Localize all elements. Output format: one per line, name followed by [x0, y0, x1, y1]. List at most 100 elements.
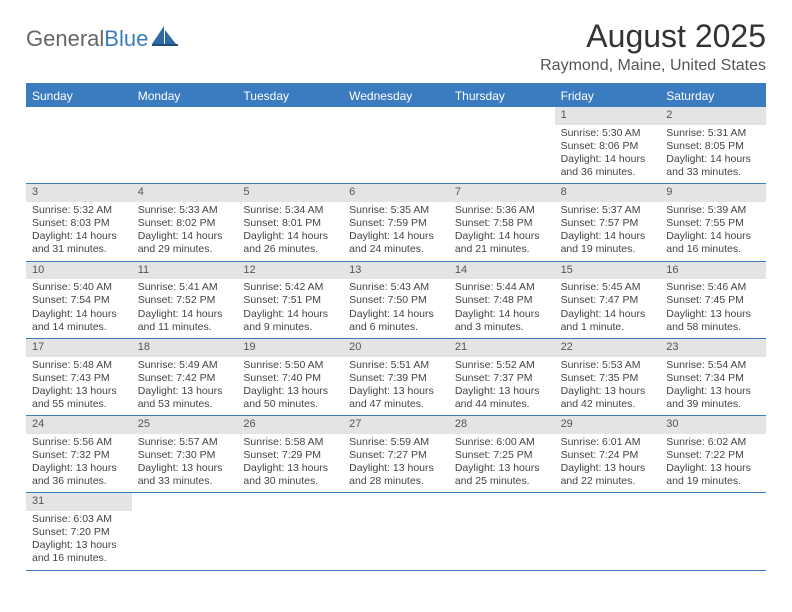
day-number: 13: [343, 262, 449, 280]
daylight-label: Daylight: 14 hours and 33 minutes.: [666, 153, 760, 179]
day-number: 26: [237, 416, 343, 434]
sunset-label: Sunset: 7:51 PM: [243, 294, 337, 307]
day-cell: 13Sunrise: 5:43 AMSunset: 7:50 PMDayligh…: [343, 262, 449, 339]
daylight-label: Daylight: 14 hours and 6 minutes.: [349, 308, 443, 334]
day-cell-empty: [449, 107, 555, 184]
daylight-label: Daylight: 13 hours and 25 minutes.: [455, 462, 549, 488]
day-cell: 10Sunrise: 5:40 AMSunset: 7:54 PMDayligh…: [26, 262, 132, 339]
day-cell: 17Sunrise: 5:48 AMSunset: 7:43 PMDayligh…: [26, 339, 132, 416]
day-number: 30: [660, 416, 766, 434]
daylight-label: Daylight: 14 hours and 26 minutes.: [243, 230, 337, 256]
day-number: 21: [449, 339, 555, 357]
day-number: 1: [555, 107, 661, 125]
week-row: 3Sunrise: 5:32 AMSunset: 8:03 PMDaylight…: [26, 184, 766, 261]
day-cell-empty: [26, 107, 132, 184]
sunrise-label: Sunrise: 5:43 AM: [349, 281, 443, 294]
sunset-label: Sunset: 7:24 PM: [561, 449, 655, 462]
sail-icon: [152, 26, 178, 52]
sunset-label: Sunset: 8:05 PM: [666, 140, 760, 153]
day-cell-empty: [343, 107, 449, 184]
header: GeneralBlue August 2025 Raymond, Maine, …: [0, 0, 792, 83]
day-body: Sunrise: 6:00 AMSunset: 7:25 PMDaylight:…: [449, 434, 555, 493]
day-body: Sunrise: 5:44 AMSunset: 7:48 PMDaylight:…: [449, 279, 555, 338]
sunrise-label: Sunrise: 5:45 AM: [561, 281, 655, 294]
daylight-label: Daylight: 14 hours and 29 minutes.: [138, 230, 232, 256]
day-body: Sunrise: 5:40 AMSunset: 7:54 PMDaylight:…: [26, 279, 132, 338]
day-number: 19: [237, 339, 343, 357]
location-label: Raymond, Maine, United States: [540, 57, 766, 75]
month-title: August 2025: [540, 18, 766, 55]
sunset-label: Sunset: 7:39 PM: [349, 372, 443, 385]
daylight-label: Daylight: 13 hours and 33 minutes.: [138, 462, 232, 488]
day-cell: 30Sunrise: 6:02 AMSunset: 7:22 PMDayligh…: [660, 416, 766, 493]
week-row: 31Sunrise: 6:03 AMSunset: 7:20 PMDayligh…: [26, 493, 766, 570]
day-cell-empty: [449, 493, 555, 570]
brand-part1: General: [26, 26, 104, 52]
daylight-label: Daylight: 14 hours and 31 minutes.: [32, 230, 126, 256]
day-cell: 4Sunrise: 5:33 AMSunset: 8:02 PMDaylight…: [132, 184, 238, 261]
day-body: Sunrise: 5:57 AMSunset: 7:30 PMDaylight:…: [132, 434, 238, 493]
sunrise-label: Sunrise: 5:56 AM: [32, 436, 126, 449]
day-number: 10: [26, 262, 132, 280]
day-cell-empty: [237, 107, 343, 184]
sunrise-label: Sunrise: 6:00 AM: [455, 436, 549, 449]
day-body: Sunrise: 5:43 AMSunset: 7:50 PMDaylight:…: [343, 279, 449, 338]
sunset-label: Sunset: 7:22 PM: [666, 449, 760, 462]
sunset-label: Sunset: 7:43 PM: [32, 372, 126, 385]
sunset-label: Sunset: 7:27 PM: [349, 449, 443, 462]
sunset-label: Sunset: 7:45 PM: [666, 294, 760, 307]
dow-cell: Monday: [132, 85, 238, 107]
sunset-label: Sunset: 8:06 PM: [561, 140, 655, 153]
sunrise-label: Sunrise: 5:46 AM: [666, 281, 760, 294]
daylight-label: Daylight: 14 hours and 14 minutes.: [32, 308, 126, 334]
week-row: 1Sunrise: 5:30 AMSunset: 8:06 PMDaylight…: [26, 107, 766, 184]
day-cell: 23Sunrise: 5:54 AMSunset: 7:34 PMDayligh…: [660, 339, 766, 416]
day-cell-empty: [660, 493, 766, 570]
day-cell: 21Sunrise: 5:52 AMSunset: 7:37 PMDayligh…: [449, 339, 555, 416]
day-cell: 22Sunrise: 5:53 AMSunset: 7:35 PMDayligh…: [555, 339, 661, 416]
day-cell-empty: [132, 493, 238, 570]
day-number: 23: [660, 339, 766, 357]
daylight-label: Daylight: 14 hours and 19 minutes.: [561, 230, 655, 256]
sunset-label: Sunset: 7:50 PM: [349, 294, 443, 307]
day-number: 8: [555, 184, 661, 202]
sunset-label: Sunset: 8:01 PM: [243, 217, 337, 230]
sunrise-label: Sunrise: 5:53 AM: [561, 359, 655, 372]
day-cell: 16Sunrise: 5:46 AMSunset: 7:45 PMDayligh…: [660, 262, 766, 339]
dow-cell: Friday: [555, 85, 661, 107]
daylight-label: Daylight: 13 hours and 36 minutes.: [32, 462, 126, 488]
day-body: Sunrise: 5:56 AMSunset: 7:32 PMDaylight:…: [26, 434, 132, 493]
day-cell: 14Sunrise: 5:44 AMSunset: 7:48 PMDayligh…: [449, 262, 555, 339]
sunrise-label: Sunrise: 6:02 AM: [666, 436, 760, 449]
dow-row: SundayMondayTuesdayWednesdayThursdayFrid…: [26, 85, 766, 107]
daylight-label: Daylight: 14 hours and 11 minutes.: [138, 308, 232, 334]
dow-cell: Tuesday: [237, 85, 343, 107]
sunset-label: Sunset: 7:30 PM: [138, 449, 232, 462]
calendar: SundayMondayTuesdayWednesdayThursdayFrid…: [26, 83, 766, 571]
brand-part2: Blue: [104, 26, 148, 52]
day-body: Sunrise: 5:30 AMSunset: 8:06 PMDaylight:…: [555, 125, 661, 184]
daylight-label: Daylight: 14 hours and 1 minute.: [561, 308, 655, 334]
day-number: 15: [555, 262, 661, 280]
day-number: 11: [132, 262, 238, 280]
sunset-label: Sunset: 8:03 PM: [32, 217, 126, 230]
day-body: Sunrise: 5:49 AMSunset: 7:42 PMDaylight:…: [132, 357, 238, 416]
day-body: Sunrise: 5:59 AMSunset: 7:27 PMDaylight:…: [343, 434, 449, 493]
day-body: Sunrise: 5:58 AMSunset: 7:29 PMDaylight:…: [237, 434, 343, 493]
day-cell: 31Sunrise: 6:03 AMSunset: 7:20 PMDayligh…: [26, 493, 132, 570]
day-cell: 19Sunrise: 5:50 AMSunset: 7:40 PMDayligh…: [237, 339, 343, 416]
sunset-label: Sunset: 7:40 PM: [243, 372, 337, 385]
day-body: Sunrise: 5:37 AMSunset: 7:57 PMDaylight:…: [555, 202, 661, 261]
sunrise-label: Sunrise: 5:51 AM: [349, 359, 443, 372]
day-cell-empty: [237, 493, 343, 570]
day-number: 20: [343, 339, 449, 357]
daylight-label: Daylight: 14 hours and 21 minutes.: [455, 230, 549, 256]
daylight-label: Daylight: 14 hours and 3 minutes.: [455, 308, 549, 334]
sunset-label: Sunset: 7:59 PM: [349, 217, 443, 230]
daylight-label: Daylight: 13 hours and 55 minutes.: [32, 385, 126, 411]
day-number: 27: [343, 416, 449, 434]
sunrise-label: Sunrise: 5:33 AM: [138, 204, 232, 217]
brand-logo: GeneralBlue: [26, 18, 178, 52]
week-row: 10Sunrise: 5:40 AMSunset: 7:54 PMDayligh…: [26, 262, 766, 339]
day-cell: 2Sunrise: 5:31 AMSunset: 8:05 PMDaylight…: [660, 107, 766, 184]
